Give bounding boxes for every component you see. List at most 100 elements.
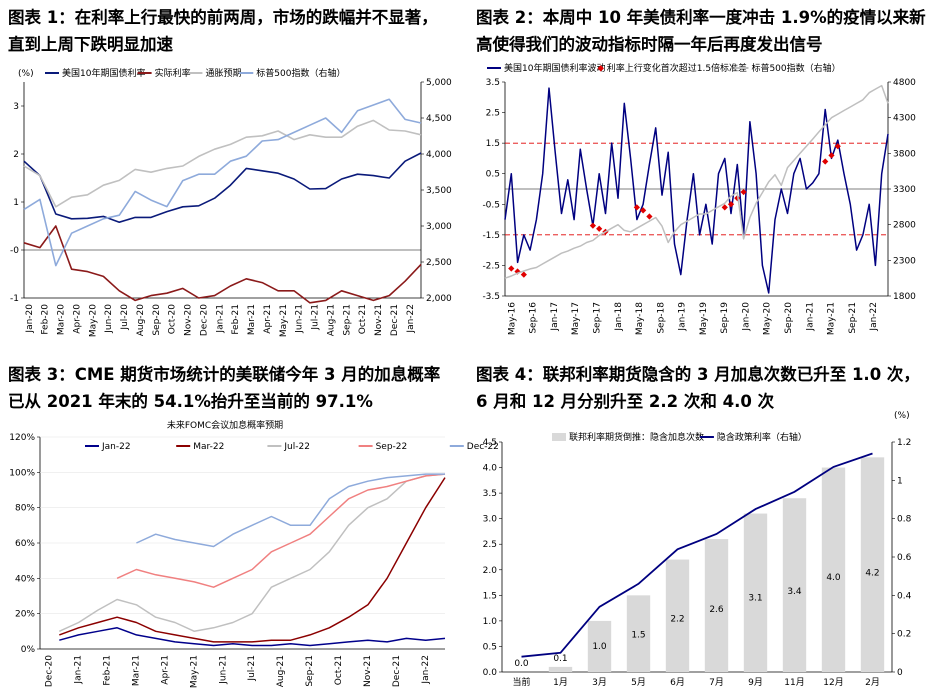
- x-tick-label: 5月: [631, 677, 646, 688]
- legend-label: 美国10年期国债利率: [62, 67, 145, 79]
- series-line-policy-rate: [521, 452, 873, 658]
- chart2-title-line1: 图表 2：本周中 10 年美债利率一度冲击 1.9%的疫情以来新: [476, 8, 926, 27]
- legend-label: Sep-22: [376, 442, 408, 452]
- series-line-美国10年期国债利率: [23, 152, 422, 223]
- y-tick-label-right: 2300: [893, 256, 916, 266]
- legend-label: Dec-22: [467, 442, 499, 452]
- x-tick-label: Jan-22: [406, 304, 416, 334]
- y-tick-label-left: 60%: [15, 539, 35, 549]
- y-tick-label-left: 120%: [9, 433, 35, 443]
- y-tick-label-left: 1.0: [483, 617, 498, 627]
- x-tick-label: Sep-19: [720, 302, 730, 334]
- bar: [587, 620, 612, 672]
- x-tick-label: May-18: [635, 302, 645, 335]
- chart3-svg: 未来FOMC会议加息概率预期 Jan-22 Mar-22 Jul-22 Sep-22 De…: [9, 419, 499, 688]
- x-tick-label: Oct-21: [334, 655, 344, 685]
- bar-value-label: 2.2: [670, 614, 684, 624]
- x-tick-label: May-20: [88, 304, 98, 337]
- y-tick-label-left: 0.0: [483, 668, 498, 678]
- x-tick-label: Mar-21: [131, 655, 141, 686]
- chart3-title-line2: 已从 2021 年末的 54.1%抬升至当前的 97.1%: [8, 392, 373, 411]
- y-tick-label-right: 3800: [893, 149, 916, 159]
- x-tick-label: Jan-17: [550, 302, 560, 332]
- series-line-美国10年期国债利率波动: [504, 87, 889, 294]
- y-tick-label-left: 2: [13, 150, 19, 160]
- x-tick-label: Feb-20: [41, 304, 51, 335]
- series-line-实际利率: [23, 225, 422, 304]
- x-tick-label: 1月: [553, 677, 568, 688]
- x-tick-label: Oct-21: [358, 304, 368, 334]
- bar: [704, 539, 729, 672]
- y-tick-label-left: 3.0: [483, 515, 498, 525]
- y-tick-label-right: 2,500: [426, 258, 452, 268]
- x-tick-label: Jan-19: [678, 302, 688, 332]
- x-tick-label: 11月: [784, 677, 804, 688]
- x-tick-label: Jun-21: [218, 655, 228, 685]
- y-tick-label-right: 0.8: [897, 515, 912, 525]
- legend-label: 标普500指数（右轴）: [751, 62, 840, 74]
- chart4-title: 图表 4：联邦利率期货隐含的 3 月加息次数已升至 1.0 次， 6 月和 12…: [476, 361, 931, 415]
- legend-label: Mar-22: [193, 442, 224, 452]
- chart2-svg: 美国10年期国债利率波动 利率上行变化首次超过1.5倍标准差 标普500指数（右轴）…: [482, 62, 916, 335]
- series-line-标普500指数（右轴）: [504, 84, 889, 279]
- bar: [860, 457, 885, 672]
- y-tick-label-left: -1.5: [482, 231, 500, 241]
- x-tick-label: Jul-21: [247, 655, 257, 682]
- x-tick-label: May-21: [827, 302, 837, 335]
- bar-value-label: 0.0: [514, 659, 529, 669]
- x-tick-label: Aug-20: [136, 304, 146, 337]
- legend-label: 美国10年期国债利率波动: [504, 62, 605, 74]
- y-tick-label-left: 0%: [21, 645, 36, 655]
- y-tick-label-right: 2800: [893, 221, 916, 231]
- bar: [548, 666, 573, 672]
- x-tick-label: 3月: [592, 677, 607, 688]
- chart1-title: 图表 1：在利率上行最快的前两周，市场的跌幅并不显著， 直到上周下跌明显加速: [8, 4, 463, 58]
- x-tick-label: 当前: [512, 676, 530, 688]
- bar-value-label: 3.4: [787, 587, 802, 597]
- chart4-svg: (%) 联邦利率期货倒推：隐含加息次数 隐含政策利率（右轴） 0.0 0.5 1.0 1.5…: [483, 411, 912, 688]
- y-tick-label-right: 0.2: [897, 630, 911, 640]
- x-tick-label: Oct-20: [168, 304, 178, 335]
- y-tick-label-left: 0.5: [486, 170, 500, 180]
- y-tick-label-right: 4,000: [426, 150, 452, 160]
- y-tick-label-left: 4.5: [483, 438, 497, 448]
- y-tick-label-right: 3,500: [426, 186, 452, 196]
- x-tick-label: May-16: [507, 302, 517, 335]
- series-line-Mar-22: [59, 477, 446, 643]
- legend-label: 利率上行变化首次超过1.5倍标准差: [607, 62, 747, 74]
- unit-label-left: (%): [18, 69, 34, 79]
- marker-point: [646, 213, 653, 220]
- chart4-title-line1: 图表 4：联邦利率期货隐含的 3 月加息次数已升至 1.0 次，: [476, 365, 920, 384]
- x-tick-label: May-17: [571, 302, 581, 335]
- unit-label-right: (%): [894, 411, 910, 421]
- y-tick-label-left: 0.5: [483, 642, 497, 652]
- y-tick-label-left: 3: [13, 102, 19, 112]
- y-tick-label-right: 3,000: [426, 222, 452, 232]
- x-tick-label: Sep-21: [848, 302, 858, 334]
- marker-point: [508, 265, 515, 272]
- y-tick-label-right: 4300: [893, 114, 916, 124]
- x-tick-label: Feb-21: [103, 655, 113, 686]
- x-tick-label: Sep-20: [152, 304, 162, 336]
- x-tick-label: May-21: [189, 655, 199, 688]
- x-tick-label: 2月: [865, 677, 880, 688]
- x-tick-label: Jan-21: [215, 304, 225, 334]
- series-line-Jul-22: [58, 473, 446, 633]
- x-tick-label: 6月: [670, 677, 685, 688]
- y-tick-label-left: 1.5: [483, 591, 497, 601]
- series-line-Dec-22: [136, 473, 445, 548]
- x-tick-label: Jun-20: [104, 304, 114, 334]
- x-tick-label: May-20: [763, 302, 773, 335]
- x-tick-label: Jan-18: [614, 302, 624, 332]
- chart1-title-line2: 直到上周下跌明显加速: [8, 35, 173, 54]
- y-tick-label-right: 1800: [893, 292, 916, 302]
- bar: [626, 595, 651, 672]
- y-tick-label-left: 1: [13, 198, 19, 208]
- y-tick-label-right: 0: [897, 668, 903, 678]
- bar: [665, 559, 690, 672]
- bar-value-label: 3.1: [748, 594, 762, 604]
- y-tick-label-right: 0.4: [897, 591, 912, 601]
- x-tick-label: Jan-20: [25, 304, 35, 334]
- y-tick-label-right: 4,500: [426, 114, 452, 124]
- bar-value-label: 0.1: [553, 654, 567, 664]
